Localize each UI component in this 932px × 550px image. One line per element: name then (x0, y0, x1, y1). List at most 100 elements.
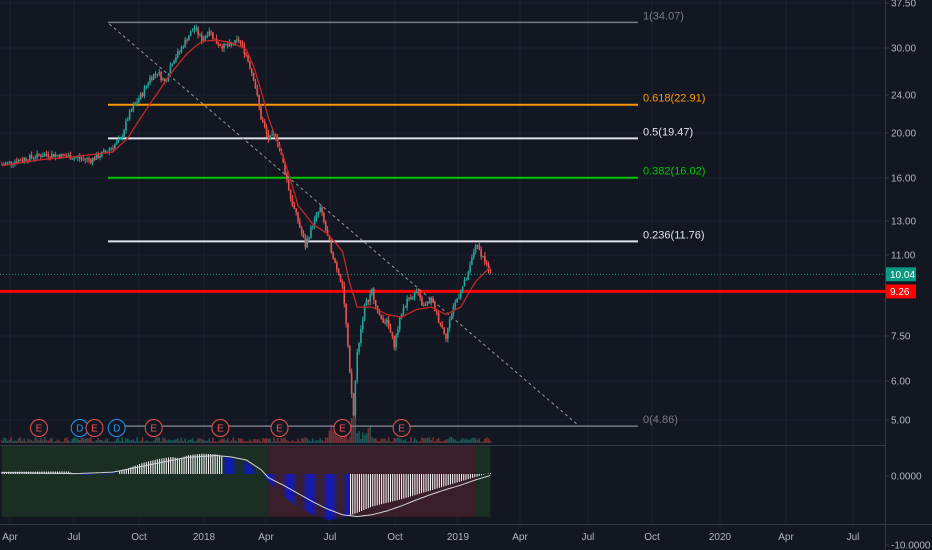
candle-body (242, 43, 244, 45)
candle-body (405, 307, 407, 308)
candle-body (305, 238, 307, 248)
volume-bar (445, 439, 447, 443)
volume-bar (467, 440, 469, 443)
candle-body (171, 64, 173, 66)
time-axis-label: Jul (582, 532, 595, 543)
volume-bar (323, 441, 325, 443)
volume-bar (269, 439, 271, 443)
candle-body (316, 214, 318, 218)
volume-bar (73, 437, 75, 443)
time-axis-label: 2019 (447, 532, 470, 543)
volume-bar (207, 441, 209, 443)
candle-body (414, 293, 416, 298)
volume-bar (297, 439, 299, 443)
candle-body (362, 320, 364, 329)
volume-bar (51, 438, 53, 443)
volume-bar (284, 437, 286, 443)
volume-bar (197, 439, 199, 443)
volume-bar (447, 439, 449, 443)
candle-body (460, 292, 462, 297)
volume-bar (171, 440, 173, 443)
volume-bar (53, 442, 55, 443)
oscillator-zone (476, 446, 491, 517)
volume-bar (262, 438, 264, 443)
volume-bar (266, 438, 268, 443)
volume-bar (245, 441, 247, 443)
candle-body (29, 155, 31, 161)
volume-bar (138, 442, 140, 443)
volume-bar (275, 441, 277, 443)
candle-body (269, 135, 271, 140)
candle-body (199, 35, 201, 36)
volume-bar (471, 438, 473, 443)
volume-bar (14, 441, 16, 443)
volume-bar (105, 439, 107, 443)
volume-bar (40, 438, 42, 443)
volume-bar (397, 437, 399, 443)
volume-bar (364, 435, 366, 443)
price-tag-label: 10.04 (890, 270, 915, 281)
volume-bar (55, 441, 57, 443)
dividend-marker-label: D (76, 424, 83, 435)
candle-body (325, 222, 327, 230)
candle-body (160, 72, 162, 80)
price-axis-label: 5.00 (891, 416, 911, 427)
earnings-marker-label: E (36, 424, 43, 435)
candle-body (9, 162, 11, 163)
volume-bar (331, 427, 333, 443)
candle-body (312, 226, 314, 227)
volume-bar (107, 438, 109, 443)
volume-bar (301, 438, 303, 443)
candle-body (18, 160, 20, 163)
volume-bar (210, 442, 212, 443)
volume-bar (199, 438, 201, 443)
volume-bar (170, 440, 172, 443)
volume-bar (312, 438, 314, 443)
volume-bar (127, 438, 129, 443)
volume-bar (353, 412, 355, 443)
candle-body (212, 32, 214, 38)
candle-body (310, 227, 312, 237)
candle-body (127, 119, 129, 120)
candle-body (454, 302, 456, 307)
volume-bar (329, 431, 331, 443)
volume-bar (166, 440, 168, 443)
volume-bar (286, 440, 288, 443)
candle-body (464, 280, 466, 286)
volume-bar (456, 441, 458, 443)
time-axis-label: 2020 (709, 532, 732, 543)
candle-body (223, 44, 225, 49)
candle-body (469, 265, 471, 272)
volume-bar (316, 440, 318, 443)
candle-body (57, 155, 59, 156)
volume-bar (318, 441, 320, 443)
candle-body (238, 39, 240, 41)
candle-body (466, 280, 468, 281)
time-axis-label: Apr (512, 532, 528, 543)
volume-bar (129, 440, 131, 443)
volume-bar (290, 442, 292, 443)
candle-body (194, 28, 196, 31)
dividend-marker-label: D (113, 424, 120, 435)
candle-body (96, 154, 98, 160)
volume-bar (417, 442, 419, 443)
volume-bar (488, 438, 490, 443)
price-axis-label: 13.00 (891, 217, 916, 228)
volume-bar (255, 439, 257, 443)
volume-bar (72, 439, 74, 443)
price-axis-label: 37.50 (891, 0, 916, 10)
candle-body (343, 286, 345, 304)
candle-body (292, 199, 294, 205)
volume-bar (232, 437, 234, 443)
candle-body (340, 275, 342, 282)
candle-body (214, 38, 216, 39)
volume-bar (314, 441, 316, 443)
volume-bar (384, 438, 386, 443)
volume-bar (223, 439, 225, 443)
volume-bar (112, 442, 114, 443)
volume-bar (482, 441, 484, 443)
candle-body (112, 148, 114, 149)
volume-bar (3, 438, 5, 443)
candle-body (449, 319, 451, 328)
